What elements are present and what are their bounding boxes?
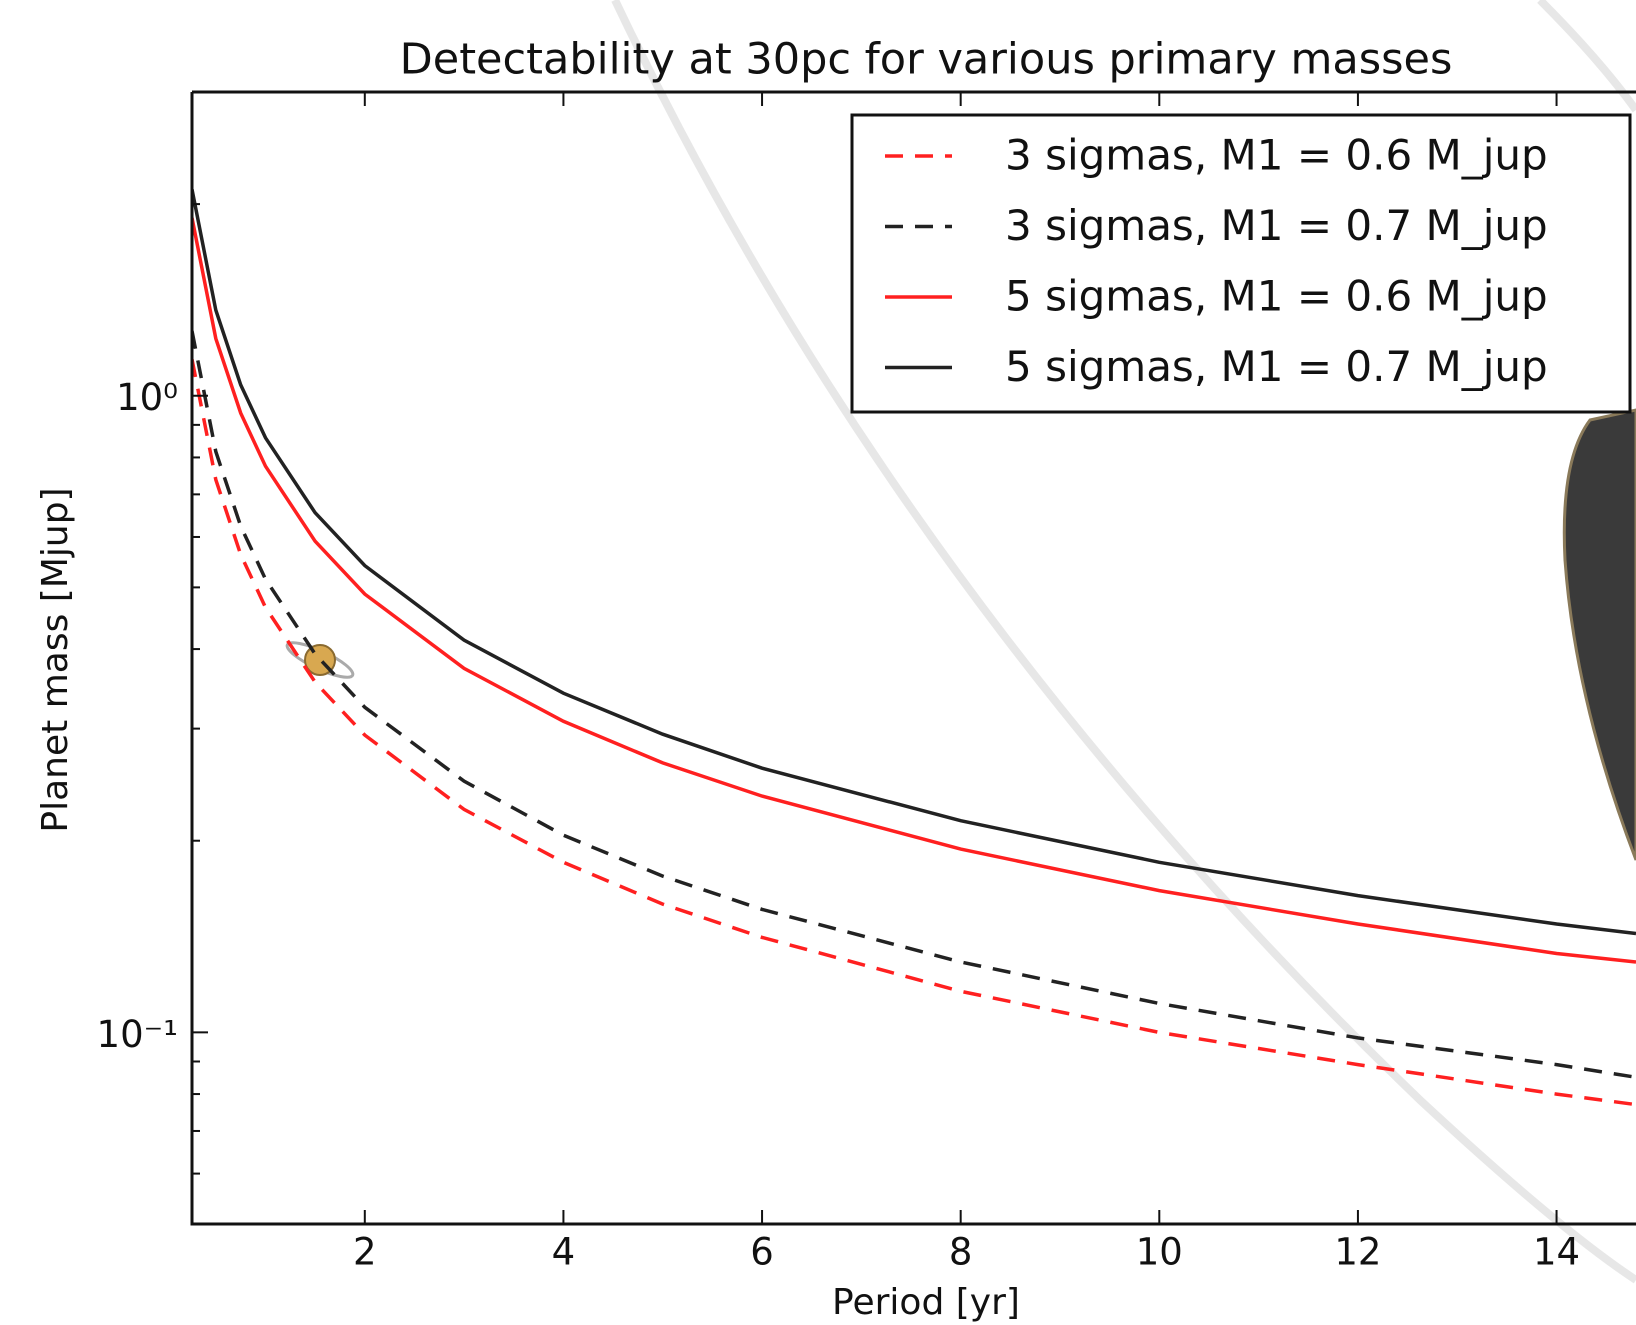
series-line [192, 188, 1636, 936]
series-line [192, 330, 1636, 1080]
legend-label: 3 sigmas, M1 = 0.6 M_jup [1005, 131, 1548, 180]
y-tick-label: 10⁻¹ [97, 1013, 178, 1056]
x-tick-label: 10 [1136, 1231, 1183, 1274]
legend-box [850, 113, 1632, 414]
chart-title: Detectability at 30pc for various primar… [400, 35, 1453, 85]
x-tick-label: 8 [949, 1231, 973, 1274]
x-tick-label: 2 [353, 1231, 377, 1274]
background-decoration [611, 0, 1636, 1284]
x-tick-label: 12 [1334, 1231, 1381, 1274]
legend-label: 5 sigmas, M1 = 0.6 M_jup [1005, 272, 1548, 321]
legend-label: 5 sigmas, M1 = 0.7 M_jup [1005, 342, 1548, 391]
x-axis-label: Period [yr] [832, 1282, 1020, 1323]
series-line [192, 358, 1636, 1107]
y-axis-label: Planet mass [Mjup] [35, 487, 76, 832]
x-tick-label: 14 [1533, 1231, 1580, 1274]
axes-frame [190, 90, 1636, 1226]
x-tick-label: 4 [552, 1231, 576, 1274]
saturn-icon [285, 641, 355, 679]
legend-label: 3 sigmas, M1 = 0.7 M_jup [1005, 201, 1548, 250]
plot-area [192, 188, 1636, 1107]
series-line [192, 217, 1636, 964]
x-tick-label: 6 [750, 1231, 774, 1274]
legend: 3 sigmas, M1 = 0.6 M_jup 3 sigmas, M1 = 0… [850, 113, 1632, 414]
y-tick-label: 10⁰ [116, 376, 178, 419]
